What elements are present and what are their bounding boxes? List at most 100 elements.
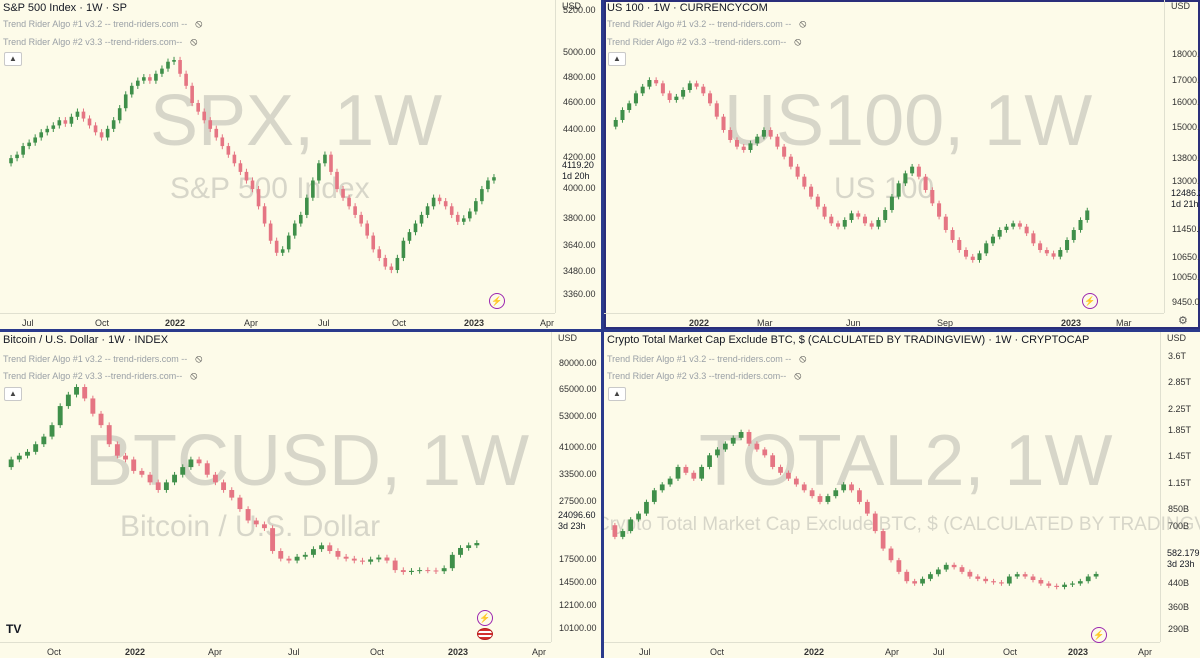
candle-body (963, 250, 969, 257)
chart-pane-btcusd[interactable]: BTCUSD, 1W Bitcoin / U.S. Dollar Bitcoin… (0, 332, 601, 658)
eye-off-icon[interactable]: ⦸ (195, 353, 203, 365)
candle-body (244, 171, 249, 181)
chart-pane-spx[interactable]: SPX, 1W S&P 500 Index S&P 500 Index · 1W… (0, 0, 601, 329)
candlestick-series[interactable] (0, 0, 555, 313)
candle-body (654, 80, 659, 84)
indicator-legend-1[interactable]: Trend Rider Algo #1 v3.2 -- trend-riders… (607, 18, 807, 30)
gear-icon[interactable]: ⚙ (1178, 315, 1188, 327)
eye-off-icon[interactable]: ⦸ (195, 18, 203, 30)
price-tick-label: 360B (1168, 602, 1190, 612)
candlestick-series[interactable] (0, 332, 551, 642)
candle-body (417, 570, 423, 572)
candle-body (253, 520, 259, 525)
price-axis[interactable]: USD 3.6T 2.85T 2.25T 1.85T 1.45T 1.15T 850B 700… (1160, 332, 1200, 642)
eye-off-icon[interactable]: ⦸ (794, 370, 802, 382)
candle-body (1004, 226, 1009, 230)
candle-body (836, 223, 841, 227)
collapse-legend-button[interactable]: ▲ (608, 52, 626, 66)
candle-body (943, 216, 948, 230)
eye-off-icon[interactable]: ⦸ (190, 36, 198, 48)
price-axis[interactable]: USD 80000.00 65000.00 53000.00 41000.00 3350… (551, 332, 601, 642)
currency-selector[interactable]: USD (558, 333, 578, 343)
candle-body (768, 130, 773, 137)
indicator-legend-2[interactable]: Trend Rider Algo #2 v3.3 --trend-riders.… (607, 36, 802, 48)
lightning-icon[interactable]: ⚡ (489, 293, 505, 309)
indicator-legend-2[interactable]: Trend Rider Algo #2 v3.3 --trend-riders.… (3, 36, 198, 48)
candle-body (278, 551, 284, 559)
time-axis[interactable]: Jul Oct 2022 Apr Jul Oct 2023 Apr (0, 313, 555, 329)
candle-body (392, 560, 398, 571)
candle-body (674, 96, 679, 100)
currency-selector[interactable]: USD (1167, 333, 1187, 343)
collapse-legend-button[interactable]: ▲ (4, 387, 22, 401)
candle-body (1011, 223, 1016, 227)
candle-body (1062, 584, 1067, 587)
candle-body (896, 183, 901, 197)
candle-body (298, 214, 303, 224)
time-axis[interactable]: Jul Oct 2022 Apr Jul Oct 2023 Apr (604, 642, 1160, 658)
eye-off-icon[interactable]: ⦸ (799, 18, 807, 30)
candle-body (147, 474, 153, 483)
price-tick-label: 18000.00 (1172, 49, 1200, 59)
candlestick-series[interactable] (604, 0, 1164, 313)
time-axis[interactable]: Oct 2022 Apr Jul Oct 2023 Apr (0, 642, 551, 658)
symbol-title[interactable]: US 100 · 1W · CURRENCYCOM (607, 2, 768, 14)
candle-body (114, 444, 120, 456)
candle-body (660, 83, 665, 94)
collapse-legend-button[interactable]: ▲ (4, 52, 22, 66)
indicator-legend-2[interactable]: Trend Rider Algo #2 v3.3 --trend-riders.… (3, 370, 198, 382)
candle-body (822, 206, 827, 217)
symbol-title[interactable]: S&P 500 Index · 1W · SP (3, 2, 127, 14)
time-axis[interactable]: 2022 Mar Jun Sep 2023 Mar (604, 313, 1164, 329)
candle-body (910, 166, 915, 174)
candle-body (880, 531, 886, 549)
candle-body (172, 60, 176, 62)
candle-body (1017, 223, 1022, 227)
us-flag-icon[interactable] (477, 628, 493, 640)
price-tick-label: 1.45T (1168, 451, 1192, 461)
candle-body (786, 472, 791, 479)
symbol-title[interactable]: Bitcoin / U.S. Dollar · 1W · INDEX (3, 334, 169, 346)
currency-selector[interactable]: USD (1171, 1, 1191, 11)
candle-body (613, 120, 618, 127)
eye-off-icon[interactable]: ⦸ (794, 36, 802, 48)
price-axis[interactable]: USD 18000.00 17000.00 16000.00 15000.00 1380… (1164, 0, 1200, 313)
indicator-legend-1[interactable]: Trend Rider Algo #1 v3.2 -- trend-riders… (3, 18, 203, 30)
candle-body (1024, 226, 1029, 234)
lightning-icon[interactable]: ⚡ (1091, 627, 1107, 643)
candle-body (1031, 233, 1036, 244)
lightning-icon[interactable]: ⚡ (477, 610, 493, 626)
time-tick-label: Jul (933, 647, 945, 657)
symbol-title[interactable]: Crypto Total Market Cap Exclude BTC, $ (… (607, 334, 1090, 346)
candle-body (256, 189, 261, 207)
candle-body (166, 61, 170, 69)
candle-body (795, 166, 800, 177)
indicator-legend-1[interactable]: Trend Rider Algo #1 v3.2 -- trend-riders… (3, 353, 203, 365)
candlestick-series[interactable] (604, 332, 1160, 642)
candle-body (620, 531, 626, 537)
time-tick-label: Apr (885, 647, 900, 657)
currency-selector[interactable]: USD (562, 1, 582, 11)
candle-body (160, 68, 164, 74)
price-axis[interactable]: USD 5200.00 5000.00 4800.00 4600.00 4400.00 4… (555, 0, 601, 313)
eye-off-icon[interactable]: ⦸ (190, 370, 198, 382)
price-tick-label: 700B (1168, 521, 1190, 531)
candle-body (155, 482, 161, 490)
tradingview-logo[interactable]: TV (6, 622, 22, 636)
chart-pane-us100[interactable]: US100, 1W US 100 US 100 · 1W · CURRENCYC… (604, 0, 1200, 329)
candle-body (57, 120, 62, 126)
pane-divider-horizontal[interactable] (0, 329, 1200, 332)
candle-body (204, 463, 210, 475)
candle-body (480, 189, 484, 202)
eye-off-icon[interactable]: ⦸ (799, 353, 807, 365)
price-tick-label: 3480.00 (563, 266, 596, 276)
price-tick-label: 850B (1168, 504, 1190, 514)
lightning-icon[interactable]: ⚡ (1082, 293, 1098, 309)
price-tick-label: 10050.00 (1172, 272, 1200, 282)
indicator-legend-1[interactable]: Trend Rider Algo #1 v3.2 -- trend-riders… (607, 353, 807, 365)
indicator-legend-2[interactable]: Trend Rider Algo #2 v3.3 --trend-riders.… (607, 370, 802, 382)
collapse-legend-button[interactable]: ▲ (608, 387, 626, 401)
chart-pane-total2[interactable]: TOTAL2, 1W Crypto Total Market Cap Exclu… (604, 332, 1200, 658)
candle-body (123, 455, 128, 460)
candle-body (864, 501, 870, 514)
